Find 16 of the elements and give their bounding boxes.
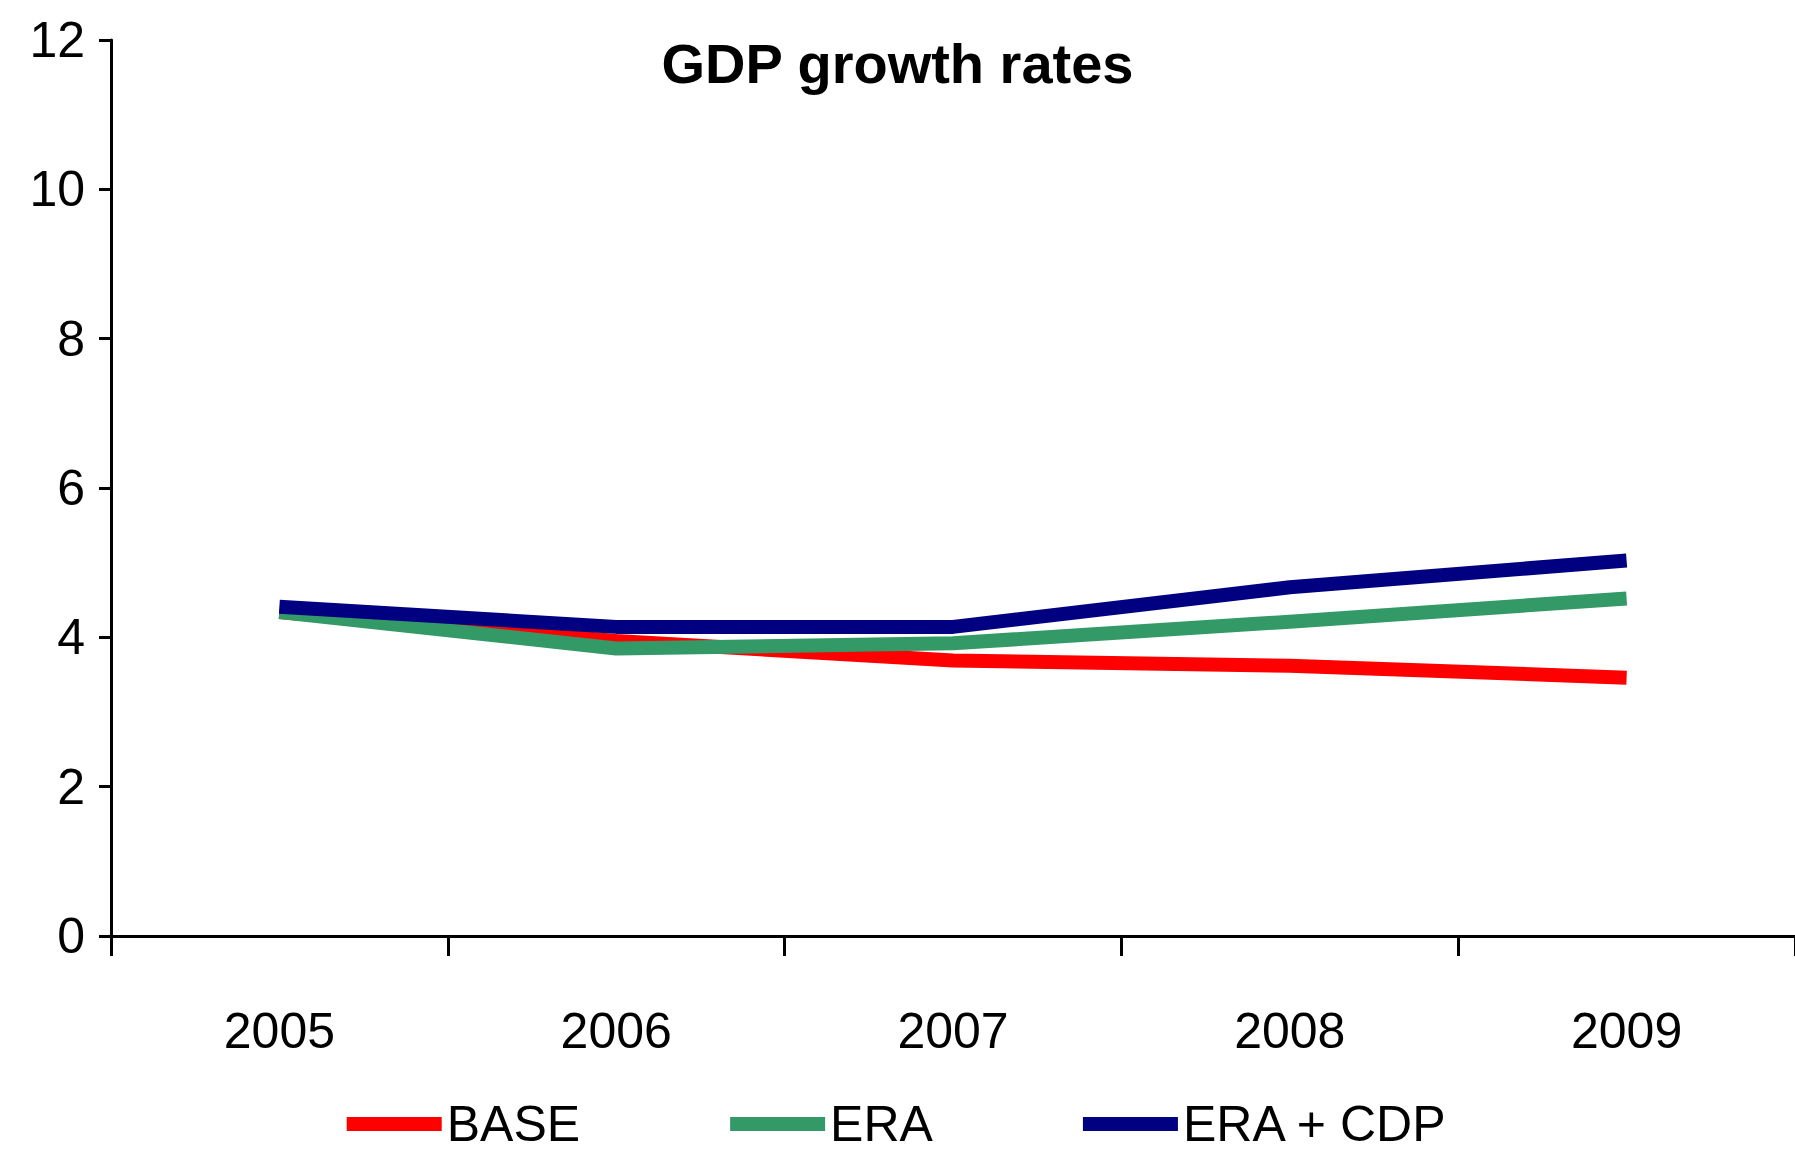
x-tick-label: 2005 [223, 1003, 336, 1059]
legend-label: ERA [830, 1096, 934, 1152]
x-tick-label: 2006 [560, 1003, 672, 1059]
x-tick-label: 2009 [1570, 1003, 1683, 1059]
y-tick-label: 10 [29, 161, 85, 218]
y-tick-label: 4 [57, 609, 85, 666]
y-tick-label: 8 [57, 310, 85, 367]
y-tick-label: 6 [57, 460, 85, 516]
legend-label: BASE [446, 1096, 581, 1152]
y-tick-label: 0 [57, 908, 85, 964]
x-tick-label: 2007 [897, 1003, 1009, 1059]
y-tick-label: 12 [29, 12, 85, 68]
x-tick-label: 2008 [1234, 1003, 1346, 1059]
y-tick-label: 2 [57, 758, 85, 815]
legend-label: ERA + CDP [1182, 1096, 1446, 1152]
chart-title: GDP growth rates [661, 31, 1134, 95]
